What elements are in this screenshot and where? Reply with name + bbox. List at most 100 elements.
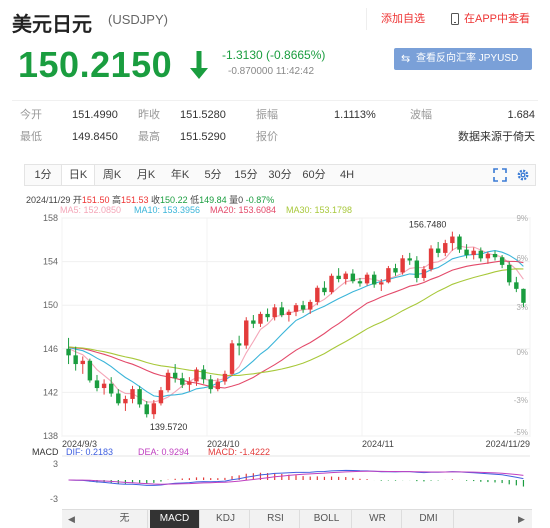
candle-up xyxy=(272,307,277,318)
candle-up xyxy=(165,372,171,391)
macd-value: MACD: -1.4222 xyxy=(208,447,270,457)
tab-60min[interactable]: 60分 xyxy=(302,169,326,181)
tab-wr[interactable]: WR xyxy=(354,510,402,528)
candle-up xyxy=(443,243,448,253)
data-source: 数据来源于倚天 xyxy=(410,129,535,145)
tab-dmi[interactable]: DMI xyxy=(404,510,454,528)
candle-up xyxy=(229,343,235,374)
candle-up xyxy=(194,369,199,382)
page-title: 美元日元 xyxy=(12,14,92,36)
candle-down xyxy=(414,260,420,278)
tab-macd[interactable]: MACD xyxy=(150,510,200,528)
indicator-tabs: ◀ 无 MACD KDJ RSI BOLL WR DMI ▶ xyxy=(62,509,532,528)
tab-none[interactable]: 无 xyxy=(102,510,148,528)
stat-label: 最高 xyxy=(138,131,160,143)
candle-down xyxy=(251,320,256,324)
tab-yearly[interactable]: 年K xyxy=(170,169,190,181)
stat-value: 149.8450 xyxy=(72,131,118,143)
candle-down xyxy=(371,274,377,285)
stat-wave: 波幅 1.684 xyxy=(410,107,535,123)
candle-down xyxy=(464,249,469,256)
candle-down xyxy=(521,288,526,303)
candle-up xyxy=(386,268,391,283)
candle-up xyxy=(400,258,405,273)
candle-down xyxy=(108,383,114,394)
min-annotation: 139.5720 xyxy=(150,422,188,432)
stat-label: 报价 xyxy=(256,131,278,143)
info-low: 149.84 xyxy=(199,195,227,205)
pct-tick-label: 0% xyxy=(516,348,528,357)
y-tick-label: 154 xyxy=(43,257,58,267)
candle-up xyxy=(428,248,434,270)
stat-label: 昨收 xyxy=(138,109,160,121)
candle-down xyxy=(279,307,284,316)
stat-high: 最高 151.5290 xyxy=(138,129,278,145)
stat-value: 1.1113% xyxy=(334,109,376,121)
ma5-label: MA5: 152.0850 xyxy=(60,205,122,215)
candle-up xyxy=(187,381,192,385)
left-arrow-icon[interactable]: ◀ xyxy=(68,514,75,524)
candle-down xyxy=(514,282,519,289)
kline-chart[interactable]: 158 154 150 146 142 138 9% 6% 3% 0% -3% -5% 2024/9/3… xyxy=(0,212,550,502)
info-high-label: 高 xyxy=(111,195,121,205)
stat-label: 今开 xyxy=(20,109,42,121)
pct-tick-label: 3% xyxy=(516,303,528,312)
candle-up xyxy=(258,313,263,324)
y-tick-label: 158 xyxy=(43,213,58,223)
tab-weekly[interactable]: 周K xyxy=(102,169,122,181)
tab-1min[interactable]: 1分 xyxy=(34,169,52,181)
candle-down xyxy=(87,360,93,381)
y-tick-label: 150 xyxy=(43,300,58,310)
candle-down xyxy=(94,380,100,389)
tab-daily[interactable]: 日K xyxy=(61,165,95,185)
pct-tick-label: 6% xyxy=(516,254,528,263)
info-pct: -0.87% xyxy=(245,195,275,205)
tab-boll[interactable]: BOLL xyxy=(302,510,352,528)
candle-down xyxy=(172,372,178,379)
ma20-label: MA20: 153.6084 xyxy=(210,205,277,215)
tab-rsi[interactable]: RSI xyxy=(252,510,300,528)
candle-down xyxy=(350,273,356,282)
candle-up xyxy=(379,282,384,285)
x-tick-label: 2024/10 xyxy=(207,439,240,449)
x-tick-label: 2024/11 xyxy=(362,439,394,449)
right-arrow-icon[interactable]: ▶ xyxy=(518,514,525,524)
candle-down xyxy=(457,236,462,250)
x-tick-label: 2024/11/29 xyxy=(486,439,530,449)
pct-tick-label: -3% xyxy=(514,396,528,405)
sub-change-value: -0.870000 xyxy=(228,66,274,77)
info-low-label: 低 xyxy=(190,195,200,205)
stat-label: 波幅 xyxy=(410,109,432,121)
add-watchlist-button[interactable]: 添加自选 xyxy=(366,8,433,30)
macd-dea-line xyxy=(68,470,524,485)
stat-open: 今开 151.4990 xyxy=(20,107,140,123)
macd-y-top: 3 xyxy=(53,459,58,469)
tab-kdj[interactable]: KDJ xyxy=(202,510,250,528)
macd-y-bottom: -3 xyxy=(50,494,58,502)
candle-up xyxy=(421,269,427,278)
tab-4h[interactable]: 4H xyxy=(339,169,355,181)
fullscreen-icon[interactable] xyxy=(493,168,507,182)
candle-info: 2024/11/29 开151.50 高151.53 收150.22 低149.… xyxy=(26,193,274,206)
info-open-label: 开 xyxy=(72,195,82,205)
open-in-app-link[interactable]: 在APP中查看 xyxy=(448,8,530,30)
info-date: 2024/11/29 xyxy=(26,195,71,205)
settings-icon[interactable] xyxy=(516,168,530,182)
macd-title: MACD xyxy=(32,447,59,457)
candle-up xyxy=(151,403,157,415)
tab-15min[interactable]: 15分 xyxy=(234,169,258,181)
pct-tick-label: -5% xyxy=(514,428,528,437)
candle-up xyxy=(343,273,348,280)
tab-30min[interactable]: 30分 xyxy=(268,169,292,181)
reverse-rate-button[interactable]: ⇆ 查看反向汇率 JPYUSD xyxy=(394,48,532,70)
header: 美元日元 (USDJPY) 添加自选 在APP中查看 xyxy=(0,0,550,40)
candle-up xyxy=(308,301,313,310)
tab-5min[interactable]: 5分 xyxy=(204,169,222,181)
candle-up xyxy=(450,236,455,244)
candle-down xyxy=(144,404,149,415)
stat-value: 1.684 xyxy=(507,109,535,121)
candle-up xyxy=(222,373,228,382)
tab-monthly[interactable]: 月K xyxy=(136,169,156,181)
info-high: 151.53 xyxy=(120,195,149,205)
candle-down xyxy=(357,281,363,284)
